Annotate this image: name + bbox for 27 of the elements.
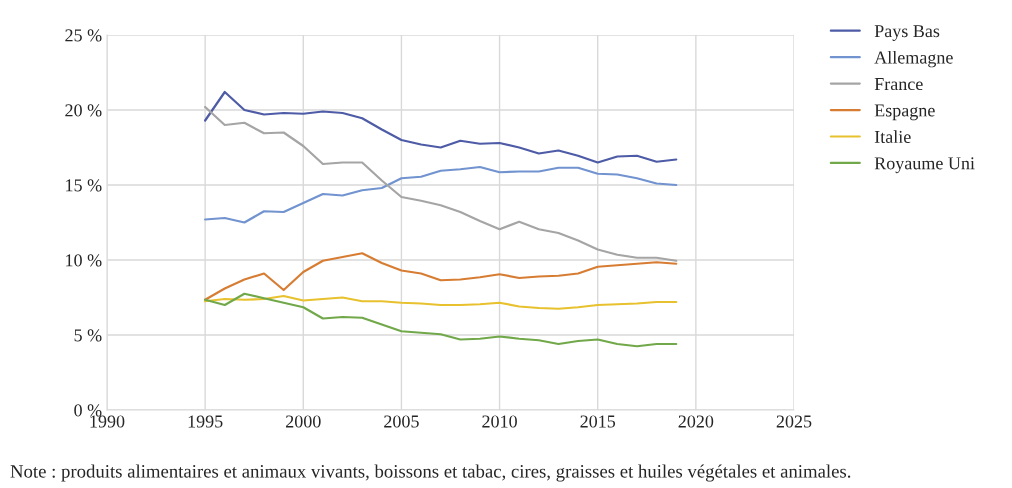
y-tick-label: 20 % bbox=[65, 104, 102, 117]
text: Note : produits alimentaires et animaux vivants, boissons et tabac, cires, graisses et huiles végétales et animales. bbox=[10, 464, 851, 482]
line-series bbox=[204, 165, 678, 224]
legend-label: Espagne bbox=[874, 104, 935, 121]
legend-label: France bbox=[874, 78, 923, 91]
y-tick-label: 25 % bbox=[65, 29, 102, 42]
line-series bbox=[204, 105, 678, 262]
x-tick-label: 1990 bbox=[90, 415, 125, 428]
y-tick-label: 5 % bbox=[74, 329, 102, 342]
y-tick-label: 0 % bbox=[74, 404, 102, 417]
x-tick-label: 2000 bbox=[286, 415, 321, 428]
line-series bbox=[204, 90, 678, 164]
x-tick-label: 2020 bbox=[678, 415, 714, 428]
y-tick-label: 10 % bbox=[66, 254, 102, 267]
x-tick-label: 2010 bbox=[482, 415, 517, 428]
x-tick-label: 2025 bbox=[776, 415, 812, 428]
x-tick-label: 2015 bbox=[580, 415, 616, 428]
legend-label: Pays Bas bbox=[874, 25, 940, 41]
legend-label: Royaume Uni bbox=[874, 157, 975, 174]
line-series bbox=[204, 292, 678, 348]
y-tick-label: 15 % bbox=[66, 179, 102, 192]
line-series bbox=[204, 252, 678, 301]
line-series bbox=[204, 294, 678, 310]
x-tick-label: 1995 bbox=[188, 415, 223, 428]
legend-label: Allemagne bbox=[874, 50, 953, 68]
legend-label: Italie bbox=[874, 130, 911, 143]
x-tick-label: 2005 bbox=[384, 415, 419, 428]
